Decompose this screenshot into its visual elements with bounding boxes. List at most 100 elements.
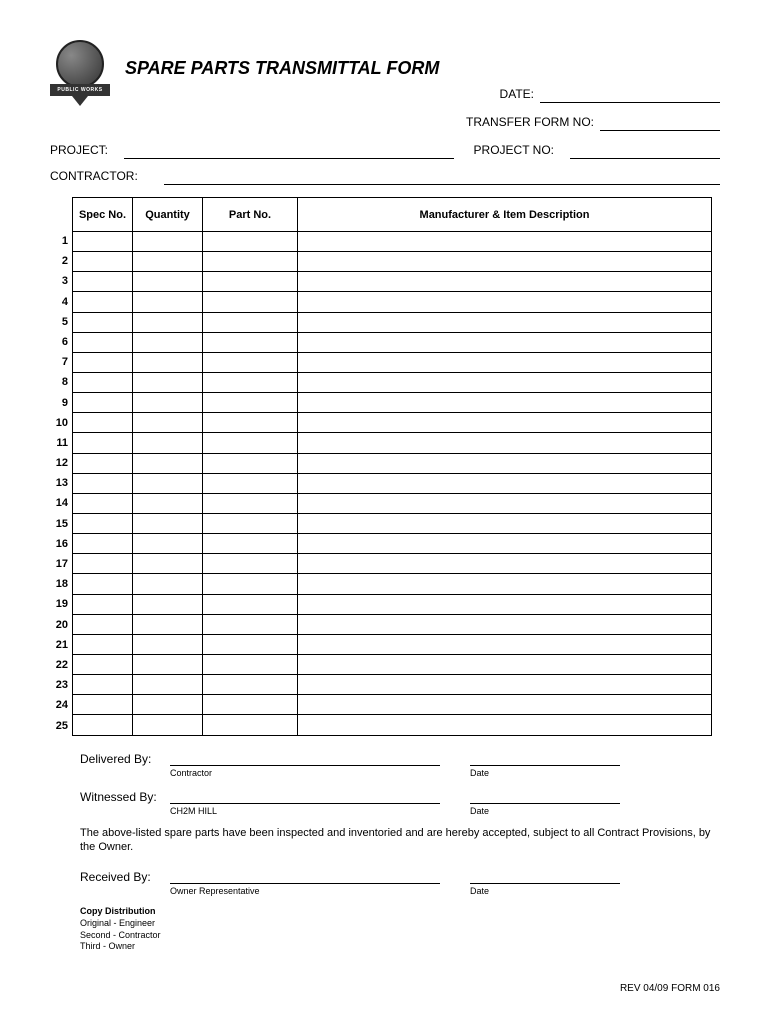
project-input[interactable] bbox=[124, 143, 454, 159]
table-cell[interactable] bbox=[298, 372, 712, 392]
table-cell[interactable] bbox=[133, 534, 203, 554]
table-cell[interactable] bbox=[203, 393, 298, 413]
table-cell[interactable] bbox=[133, 453, 203, 473]
table-cell[interactable] bbox=[203, 473, 298, 493]
table-cell[interactable] bbox=[298, 614, 712, 634]
table-cell[interactable] bbox=[133, 332, 203, 352]
table-cell[interactable] bbox=[203, 675, 298, 695]
table-cell[interactable] bbox=[203, 695, 298, 715]
table-cell[interactable] bbox=[73, 554, 133, 574]
table-cell[interactable] bbox=[133, 272, 203, 292]
table-cell[interactable] bbox=[73, 634, 133, 654]
table-cell[interactable] bbox=[203, 413, 298, 433]
table-cell[interactable] bbox=[298, 272, 712, 292]
table-cell[interactable] bbox=[133, 574, 203, 594]
table-cell[interactable] bbox=[203, 594, 298, 614]
table-cell[interactable] bbox=[73, 312, 133, 332]
table-cell[interactable] bbox=[73, 675, 133, 695]
table-cell[interactable] bbox=[133, 594, 203, 614]
table-cell[interactable] bbox=[73, 393, 133, 413]
contractor-input[interactable] bbox=[164, 169, 720, 185]
table-cell[interactable] bbox=[73, 453, 133, 473]
table-cell[interactable] bbox=[298, 574, 712, 594]
table-cell[interactable] bbox=[73, 413, 133, 433]
table-cell[interactable] bbox=[133, 292, 203, 312]
witnessed-by-input[interactable] bbox=[170, 788, 440, 804]
date-input[interactable] bbox=[540, 87, 720, 103]
table-cell[interactable] bbox=[73, 272, 133, 292]
table-cell[interactable] bbox=[203, 433, 298, 453]
table-cell[interactable] bbox=[73, 534, 133, 554]
table-cell[interactable] bbox=[73, 513, 133, 533]
table-cell[interactable] bbox=[203, 352, 298, 372]
table-cell[interactable] bbox=[298, 594, 712, 614]
table-cell[interactable] bbox=[73, 352, 133, 372]
witnessed-date-input[interactable] bbox=[470, 788, 620, 804]
received-date-input[interactable] bbox=[470, 868, 620, 884]
table-cell[interactable] bbox=[298, 393, 712, 413]
table-cell[interactable] bbox=[133, 715, 203, 735]
table-cell[interactable] bbox=[73, 372, 133, 392]
table-cell[interactable] bbox=[298, 534, 712, 554]
table-cell[interactable] bbox=[73, 332, 133, 352]
table-cell[interactable] bbox=[298, 634, 712, 654]
table-cell[interactable] bbox=[133, 433, 203, 453]
table-cell[interactable] bbox=[73, 614, 133, 634]
table-cell[interactable] bbox=[133, 473, 203, 493]
table-cell[interactable] bbox=[133, 232, 203, 252]
table-cell[interactable] bbox=[203, 292, 298, 312]
table-cell[interactable] bbox=[298, 554, 712, 574]
table-cell[interactable] bbox=[73, 252, 133, 272]
table-cell[interactable] bbox=[298, 232, 712, 252]
table-cell[interactable] bbox=[298, 493, 712, 513]
table-cell[interactable] bbox=[298, 453, 712, 473]
table-cell[interactable] bbox=[298, 473, 712, 493]
table-cell[interactable] bbox=[73, 433, 133, 453]
table-cell[interactable] bbox=[73, 654, 133, 674]
table-cell[interactable] bbox=[203, 614, 298, 634]
table-cell[interactable] bbox=[73, 292, 133, 312]
table-cell[interactable] bbox=[73, 232, 133, 252]
table-cell[interactable] bbox=[203, 554, 298, 574]
table-cell[interactable] bbox=[203, 534, 298, 554]
table-cell[interactable] bbox=[73, 695, 133, 715]
table-cell[interactable] bbox=[133, 413, 203, 433]
table-cell[interactable] bbox=[133, 654, 203, 674]
table-cell[interactable] bbox=[203, 654, 298, 674]
table-cell[interactable] bbox=[203, 634, 298, 654]
transfer-no-input[interactable] bbox=[600, 115, 720, 131]
table-cell[interactable] bbox=[73, 574, 133, 594]
table-cell[interactable] bbox=[203, 513, 298, 533]
table-cell[interactable] bbox=[133, 393, 203, 413]
table-cell[interactable] bbox=[133, 513, 203, 533]
table-cell[interactable] bbox=[203, 372, 298, 392]
table-cell[interactable] bbox=[133, 372, 203, 392]
table-cell[interactable] bbox=[133, 352, 203, 372]
table-cell[interactable] bbox=[298, 654, 712, 674]
table-cell[interactable] bbox=[203, 493, 298, 513]
received-by-input[interactable] bbox=[170, 868, 440, 884]
table-cell[interactable] bbox=[203, 715, 298, 735]
table-cell[interactable] bbox=[298, 312, 712, 332]
delivered-date-input[interactable] bbox=[470, 750, 620, 766]
table-cell[interactable] bbox=[73, 594, 133, 614]
table-cell[interactable] bbox=[203, 252, 298, 272]
delivered-by-input[interactable] bbox=[170, 750, 440, 766]
table-cell[interactable] bbox=[73, 493, 133, 513]
table-cell[interactable] bbox=[298, 433, 712, 453]
table-cell[interactable] bbox=[298, 715, 712, 735]
table-cell[interactable] bbox=[203, 574, 298, 594]
table-cell[interactable] bbox=[298, 513, 712, 533]
table-cell[interactable] bbox=[203, 312, 298, 332]
table-cell[interactable] bbox=[133, 695, 203, 715]
project-no-input[interactable] bbox=[570, 143, 720, 159]
table-cell[interactable] bbox=[133, 312, 203, 332]
table-cell[interactable] bbox=[298, 695, 712, 715]
table-cell[interactable] bbox=[133, 675, 203, 695]
table-cell[interactable] bbox=[298, 352, 712, 372]
table-cell[interactable] bbox=[203, 272, 298, 292]
table-cell[interactable] bbox=[73, 715, 133, 735]
table-cell[interactable] bbox=[298, 413, 712, 433]
table-cell[interactable] bbox=[73, 473, 133, 493]
table-cell[interactable] bbox=[298, 332, 712, 352]
